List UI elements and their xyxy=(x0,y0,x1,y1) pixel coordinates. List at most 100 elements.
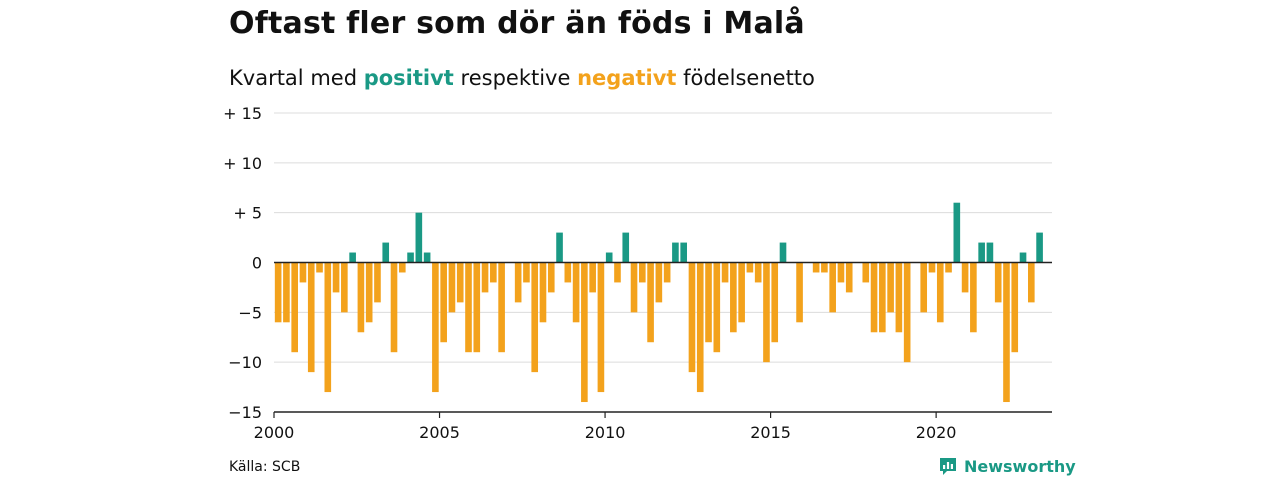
bar-negative xyxy=(365,262,373,323)
x-tick-label: 2015 xyxy=(750,423,791,442)
bar-negative xyxy=(440,262,447,343)
bar-positive xyxy=(423,252,431,263)
bar-negative xyxy=(490,262,497,283)
bar-negative xyxy=(432,262,439,393)
bar-positive xyxy=(953,202,961,263)
bar-negative xyxy=(945,262,952,273)
bar-negative xyxy=(390,262,398,353)
bar-negative xyxy=(746,262,754,273)
bar-negative xyxy=(754,262,762,283)
bar-negative xyxy=(448,262,456,313)
bar-negative xyxy=(341,262,348,313)
bar-negative xyxy=(730,262,737,333)
bar-negative xyxy=(763,262,770,363)
subtitle-text-before: Kvartal med xyxy=(229,66,358,90)
bar-positive xyxy=(622,232,630,263)
subtitle-negative-word: negativt xyxy=(577,66,677,90)
chart-title: Oftast fler som dör än föds i Malå xyxy=(229,6,805,41)
bar-negative xyxy=(837,262,845,283)
bar-negative xyxy=(688,262,696,373)
bar-negative xyxy=(374,262,381,303)
bar-negative xyxy=(655,262,663,303)
bar-negative xyxy=(274,262,282,323)
y-tick-label: + 10 xyxy=(223,154,262,173)
source-note: Källa: SCB xyxy=(229,459,301,475)
bar-negative xyxy=(1028,262,1035,303)
bar-negative xyxy=(357,262,365,333)
subtitle-text-middle: respektive xyxy=(460,66,571,90)
x-tick-label: 2000 xyxy=(254,423,295,442)
x-tick-label: 2005 xyxy=(419,423,460,442)
bar-negative xyxy=(589,262,596,293)
brand-name: Newsworthy xyxy=(964,456,1076,476)
bar-negative xyxy=(845,262,853,293)
bar-positive xyxy=(556,232,563,263)
bar-negative xyxy=(879,262,886,333)
bar-negative xyxy=(970,262,977,333)
bar-negative xyxy=(862,262,870,283)
bar-negative xyxy=(581,262,588,403)
bar-negative xyxy=(465,262,472,353)
bar-negative xyxy=(936,262,944,323)
bar-negative xyxy=(1011,262,1019,353)
bar-negative xyxy=(1003,262,1010,403)
bar-positive xyxy=(672,242,679,263)
bar-negative xyxy=(994,262,1002,303)
y-tick-label: + 15 xyxy=(223,104,262,123)
bar-negative xyxy=(572,262,580,323)
bar-negative xyxy=(920,262,928,313)
bar-negative xyxy=(473,262,481,353)
bar-negative xyxy=(771,262,779,343)
bar-negative xyxy=(332,262,340,293)
bar-negative xyxy=(903,262,911,363)
bar-negative xyxy=(630,262,638,313)
bar-negative xyxy=(531,262,539,373)
bar-negative xyxy=(283,262,290,323)
brand-logo: Newsworthy xyxy=(938,456,1076,476)
bar-negative xyxy=(291,262,298,353)
bar-negative xyxy=(614,262,621,283)
x-tick-label: 2010 xyxy=(585,423,626,442)
bar-negative xyxy=(498,262,505,353)
bar-negative xyxy=(307,262,315,373)
chart-subtitle: Kvartal med positivt respektive negativt… xyxy=(229,66,815,90)
bar-negative xyxy=(812,262,820,273)
x-tick-label: 2020 xyxy=(916,423,957,442)
bar-negative xyxy=(456,262,464,303)
bar-positive xyxy=(605,252,613,263)
y-tick-label: −15 xyxy=(228,403,262,422)
subtitle-text-after: födelsenetto xyxy=(683,66,815,90)
bar-negative xyxy=(895,262,903,333)
bar-positive xyxy=(349,252,356,263)
bar-positive xyxy=(1019,252,1027,263)
bar-negative xyxy=(564,262,572,283)
bar-negative xyxy=(713,262,721,353)
bar-negative xyxy=(887,262,894,313)
bar-negative xyxy=(398,262,406,273)
bar-negative xyxy=(597,262,605,393)
bar-negative xyxy=(316,262,323,273)
bar-negative xyxy=(539,262,547,323)
bar-negative xyxy=(663,262,671,283)
bar-negative xyxy=(821,262,828,273)
bar-negative xyxy=(647,262,654,343)
bar-positive xyxy=(680,242,687,263)
bar-negative xyxy=(639,262,646,283)
bar-negative xyxy=(721,262,729,283)
bar-positive xyxy=(407,252,414,263)
bar-negative xyxy=(547,262,555,293)
bar-positive xyxy=(382,242,390,263)
bar-positive xyxy=(415,212,423,263)
bar-negative xyxy=(705,262,712,343)
bar-negative xyxy=(481,262,489,293)
bar-positive xyxy=(779,242,787,263)
bar-negative xyxy=(829,262,836,313)
bar-negative xyxy=(514,262,522,303)
newsworthy-logo-icon xyxy=(940,458,956,475)
bars xyxy=(274,202,1043,403)
y-tick-label: −10 xyxy=(228,353,262,372)
y-tick-label: + 5 xyxy=(233,204,262,223)
bar-negative xyxy=(796,262,803,323)
